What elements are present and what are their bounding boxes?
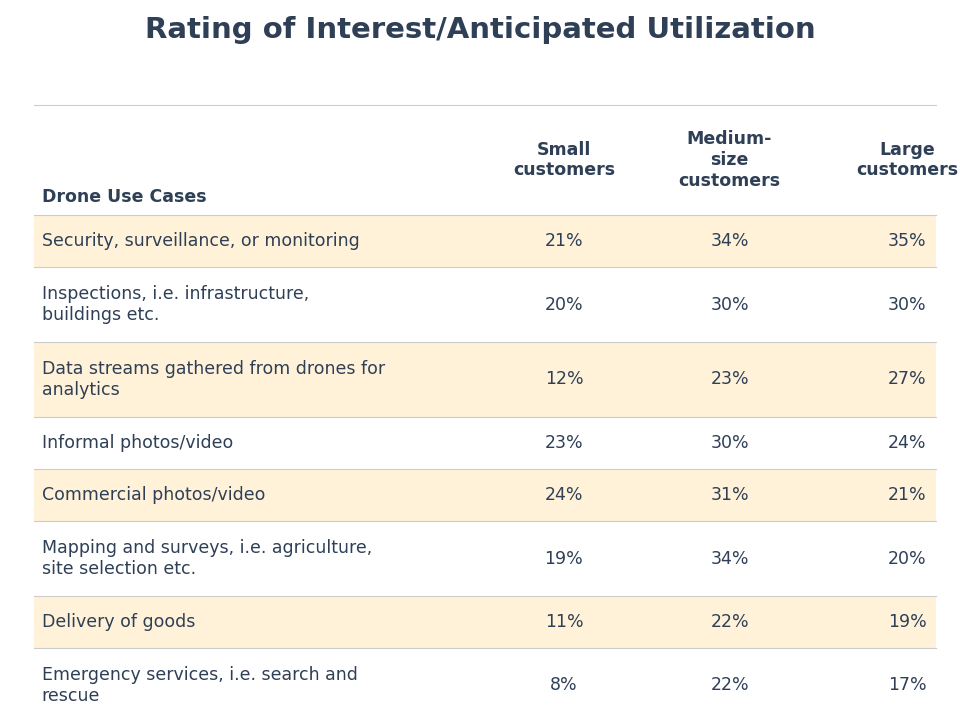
Text: 20%: 20% [544,295,584,313]
Text: 12%: 12% [544,371,584,389]
Text: Rating of Interest/Anticipated Utilization: Rating of Interest/Anticipated Utilizati… [145,16,815,44]
Text: 22%: 22% [710,613,749,631]
Text: 21%: 21% [888,486,926,504]
Text: 19%: 19% [888,613,926,631]
Text: 30%: 30% [710,295,749,313]
Text: 20%: 20% [888,549,926,567]
Text: Informal photos/video: Informal photos/video [41,434,233,452]
Bar [34,596,936,648]
Text: 23%: 23% [710,371,749,389]
Text: 22%: 22% [710,677,749,695]
Text: 31%: 31% [710,486,749,504]
Text: 27%: 27% [888,371,926,389]
Text: 24%: 24% [544,486,584,504]
Text: Commercial photos/video: Commercial photos/video [41,486,265,504]
Text: 8%: 8% [550,677,578,695]
Text: Mapping and surveys, i.e. agriculture,
site selection etc.: Mapping and surveys, i.e. agriculture, s… [41,539,372,578]
Text: Drone Use Cases: Drone Use Cases [41,188,206,206]
Text: 17%: 17% [888,677,926,695]
Text: Data streams gathered from drones for
analytics: Data streams gathered from drones for an… [41,360,385,399]
Text: Emergency services, i.e. search and
rescue: Emergency services, i.e. search and resc… [41,666,357,705]
Text: Inspections, i.e. infrastructure,
buildings etc.: Inspections, i.e. infrastructure, buildi… [41,285,309,324]
Text: 35%: 35% [888,232,926,250]
Text: 19%: 19% [544,549,584,567]
Text: 34%: 34% [710,549,749,567]
Text: Large
customers: Large customers [856,140,958,179]
Text: Security, surveillance, or monitoring: Security, surveillance, or monitoring [41,232,359,250]
Text: Small
customers: Small customers [513,140,615,179]
Text: 11%: 11% [544,613,584,631]
Text: Delivery of goods: Delivery of goods [41,613,195,631]
Bar [34,215,936,267]
Text: 30%: 30% [710,434,749,452]
Text: 30%: 30% [888,295,926,313]
Text: 24%: 24% [888,434,926,452]
Text: 34%: 34% [710,232,749,250]
Text: 23%: 23% [544,434,584,452]
Text: Medium-
size
customers: Medium- size customers [679,130,780,190]
Text: 21%: 21% [544,232,584,250]
Bar [34,469,936,521]
Bar [34,342,936,417]
